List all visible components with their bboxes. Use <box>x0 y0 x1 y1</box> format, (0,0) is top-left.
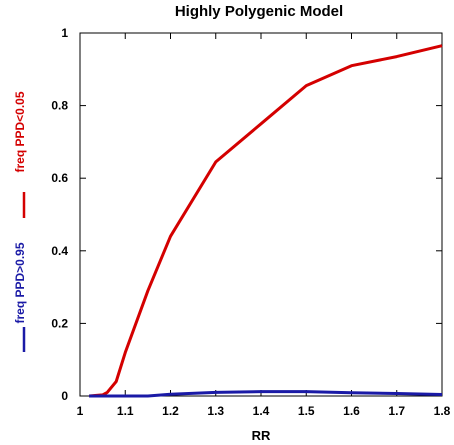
x-tick-label: 1.7 <box>388 404 405 418</box>
chart-title: Highly Polygenic Model <box>175 3 343 20</box>
series-line-1 <box>89 390 443 398</box>
x-tick-label: 1.8 <box>434 404 451 418</box>
y-tick-label: 0.2 <box>51 316 68 330</box>
legend-label-ppd-above-095: freq PPD>0.95 <box>13 242 27 323</box>
x-tick-label: 1.4 <box>253 404 270 418</box>
plot-frame <box>79 32 443 397</box>
y-tick-label: 1 <box>61 26 68 40</box>
x-tick-label: 1.3 <box>207 404 224 418</box>
x-tick-label: 1.2 <box>162 404 179 418</box>
y-tick-label: 0.6 <box>51 171 68 185</box>
x-axis-ticks: 1 1.1 1.2 1.3 1.4 1.5 1.6 1.7 1.8 <box>77 33 451 418</box>
y-tick-label: 0.8 <box>51 99 68 113</box>
y-tick-label: 0.4 <box>51 244 68 258</box>
x-axis-label: RR <box>252 428 271 443</box>
series-line-0 <box>88 44 443 398</box>
y-tick-label: 0 <box>61 389 68 403</box>
x-tick-label: 1.5 <box>298 404 315 418</box>
x-tick-label: 1 <box>77 404 84 418</box>
y-axis-ticks: 0 0.2 0.4 0.6 0.8 1 <box>51 26 442 403</box>
x-tick-label: 1.6 <box>343 404 360 418</box>
x-tick-label: 1.1 <box>117 404 134 418</box>
legend: freq PPD<0.05 freq PPD>0.95 <box>13 91 27 352</box>
legend-label-ppd-below-005: freq PPD<0.05 <box>13 91 27 172</box>
series-lines <box>88 44 443 398</box>
